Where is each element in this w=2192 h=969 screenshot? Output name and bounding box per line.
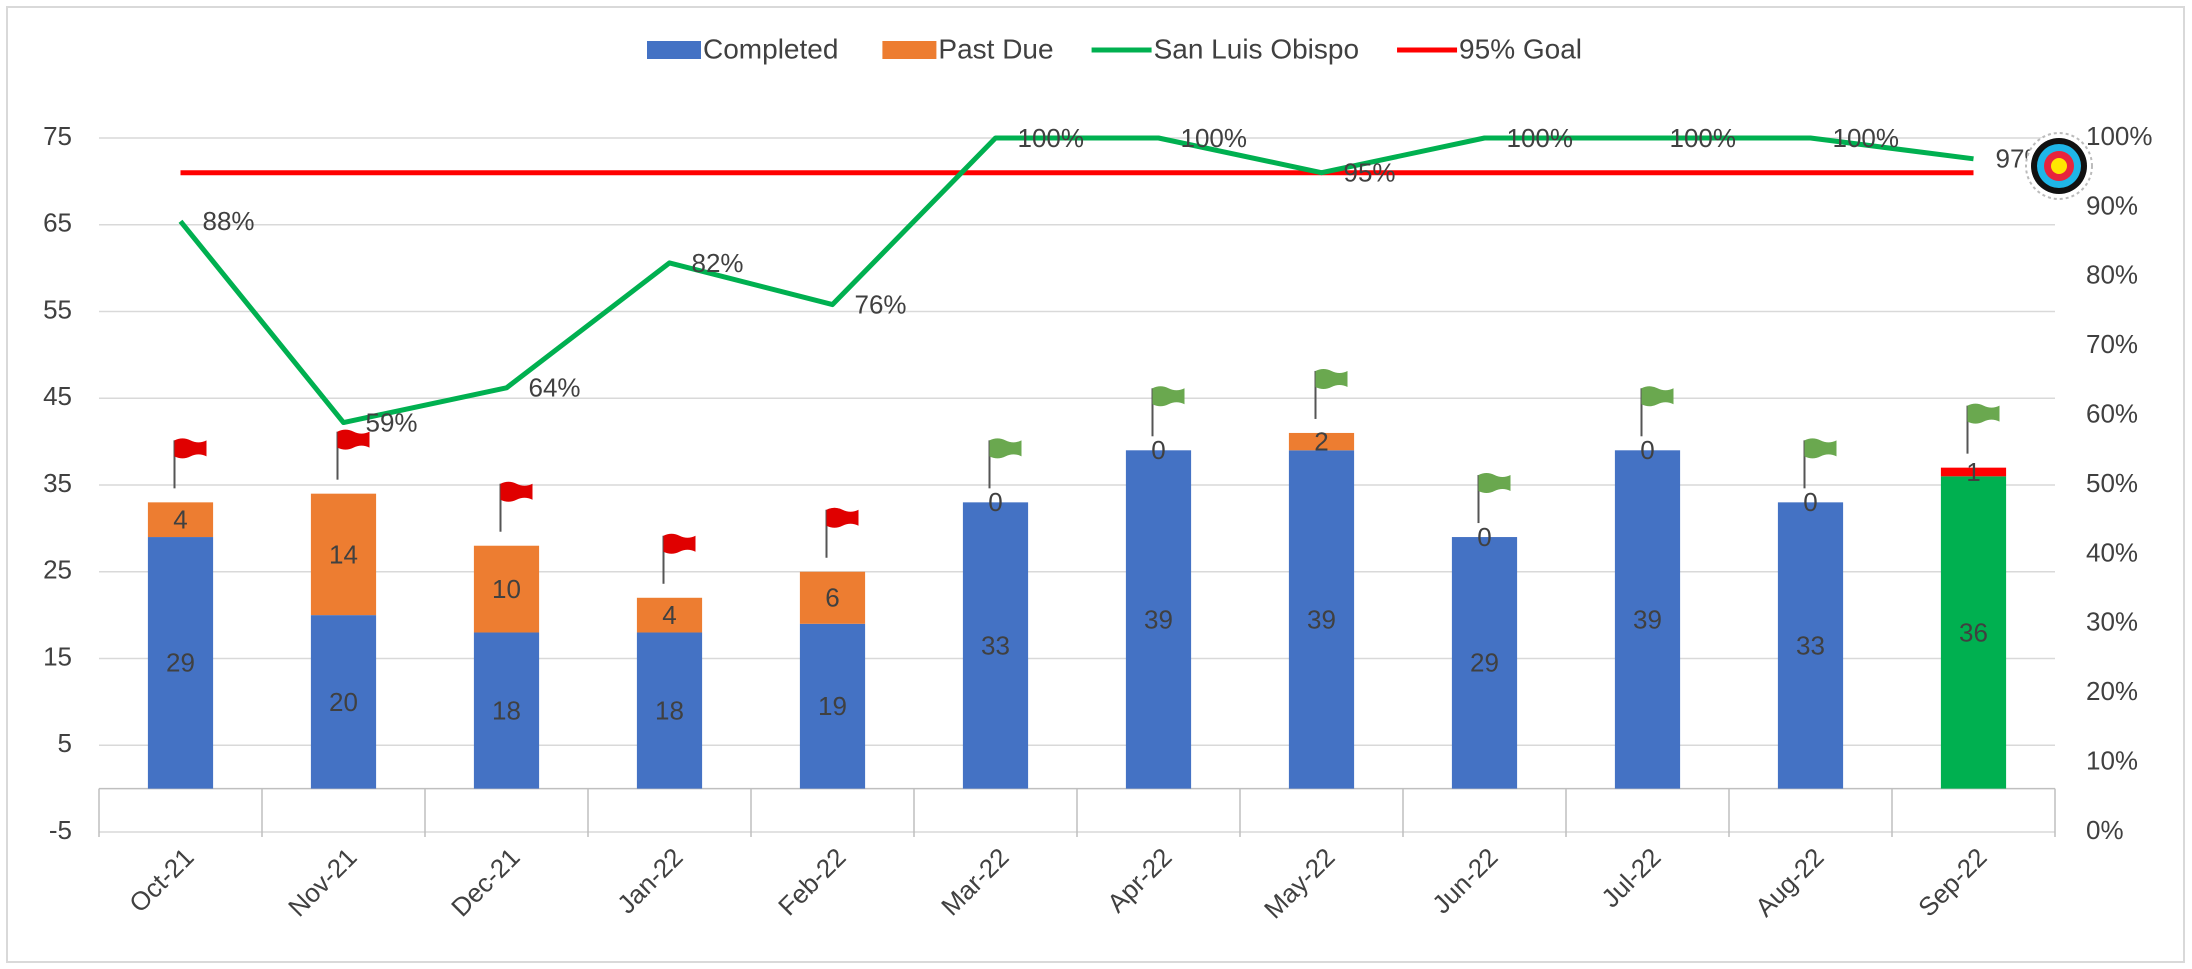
y-tick-label: 15 xyxy=(43,641,72,671)
bar-segment xyxy=(1940,467,2007,477)
legend-label: Completed xyxy=(703,33,838,64)
bar-segment xyxy=(1451,537,1518,789)
data-label: 2 xyxy=(1314,427,1328,457)
legend-label: San Luis Obispo xyxy=(1154,33,1359,64)
legend-swatch xyxy=(647,41,701,59)
y2-tick-label: 70% xyxy=(2086,329,2138,359)
data-label: 36 xyxy=(1959,617,1988,647)
bar-segment xyxy=(310,493,377,616)
data-label: 29 xyxy=(1470,648,1499,678)
data-label: 33 xyxy=(981,630,1010,660)
y2-tick-label: 0% xyxy=(2086,815,2124,845)
y2-tick-label: 30% xyxy=(2086,607,2138,637)
bar-segment xyxy=(799,571,866,624)
y2-tick-label: 50% xyxy=(2086,468,2138,498)
line-label: 88% xyxy=(203,206,255,236)
y-tick-label: 55 xyxy=(43,294,72,324)
y2-tick-label: 80% xyxy=(2086,260,2138,290)
y2-tick-label: 10% xyxy=(2086,745,2138,775)
bar-segment xyxy=(473,545,540,633)
data-label: 18 xyxy=(492,695,521,725)
data-label: 0 xyxy=(1803,487,1817,517)
line-label: 64% xyxy=(529,373,581,403)
y-tick-label: -5 xyxy=(49,815,72,845)
bar-segment xyxy=(1777,502,1844,789)
bar-segment xyxy=(1614,450,1681,789)
bar-segment xyxy=(636,597,703,633)
bar-segment xyxy=(962,502,1029,789)
legend-label: 95% Goal xyxy=(1459,33,1582,64)
data-label: 0 xyxy=(988,487,1002,517)
target-icon xyxy=(2025,132,2093,200)
bar-segment xyxy=(310,615,377,789)
line-label: 100% xyxy=(1670,123,1737,153)
data-label: 6 xyxy=(825,583,839,613)
flag xyxy=(663,533,696,554)
y2-tick-label: 60% xyxy=(2086,398,2138,428)
y2-tick-label: 20% xyxy=(2086,676,2138,706)
data-label: 14 xyxy=(329,539,358,569)
legend-swatch xyxy=(882,41,937,59)
line-label: 95% xyxy=(1344,158,1396,188)
line-label: 100% xyxy=(1181,123,1248,153)
data-label: 0 xyxy=(1640,435,1654,465)
y-tick-label: 25 xyxy=(43,555,72,585)
data-label: 20 xyxy=(329,687,358,717)
line-label: 100% xyxy=(1507,123,1574,153)
y2-tick-label: 100% xyxy=(2086,121,2153,151)
data-label: 1 xyxy=(1966,457,1980,487)
y-tick-label: 45 xyxy=(43,381,72,411)
data-label: 39 xyxy=(1144,604,1173,634)
flag xyxy=(174,438,207,459)
data-label: 4 xyxy=(662,600,676,630)
data-label: 0 xyxy=(1151,435,1165,465)
data-label: 0 xyxy=(1477,522,1491,552)
data-label: 4 xyxy=(173,505,187,535)
data-label: 33 xyxy=(1796,630,1825,660)
data-label: 18 xyxy=(655,695,684,725)
bar-segment xyxy=(799,623,866,789)
line-label: 100% xyxy=(1018,123,1085,153)
flag xyxy=(1315,368,1348,389)
flag xyxy=(1152,386,1185,407)
bar-segment xyxy=(147,502,214,538)
line-label: 82% xyxy=(692,248,744,278)
bar-segment xyxy=(1940,476,2007,789)
flag xyxy=(989,438,1022,459)
legend-label: Past Due xyxy=(938,33,1053,64)
legend: Completed Past Due San Luis Obispo 95% Goal xyxy=(647,33,1582,64)
bar-segment xyxy=(1288,450,1355,789)
y2-tick-label: 40% xyxy=(2086,537,2138,567)
flag xyxy=(1641,386,1674,407)
line-series xyxy=(178,135,1974,426)
y-tick-label: 5 xyxy=(58,728,72,758)
y-tick-label: 65 xyxy=(43,208,72,238)
data-label: 39 xyxy=(1633,604,1662,634)
flag xyxy=(1804,438,1837,459)
bar-segment xyxy=(636,632,703,789)
flag xyxy=(1967,403,2000,424)
flag xyxy=(1478,473,1511,494)
y2-tick-label: 90% xyxy=(2086,190,2138,220)
bar-segment xyxy=(1125,450,1192,789)
line-label: 59% xyxy=(366,407,418,437)
data-label: 29 xyxy=(166,648,195,678)
bar-segment xyxy=(473,632,540,789)
flag xyxy=(337,429,370,450)
flag xyxy=(500,481,533,502)
data-label: 10 xyxy=(492,574,521,604)
line-label: 76% xyxy=(855,289,907,319)
y-tick-label: 35 xyxy=(43,468,72,498)
line-label: 100% xyxy=(1833,123,1900,153)
bar-segment xyxy=(147,537,214,789)
y-tick-label: 75 xyxy=(43,121,72,151)
data-label: 19 xyxy=(818,691,847,721)
flag xyxy=(826,507,859,528)
bar-segment xyxy=(1288,432,1355,451)
data-label: 39 xyxy=(1307,604,1336,634)
